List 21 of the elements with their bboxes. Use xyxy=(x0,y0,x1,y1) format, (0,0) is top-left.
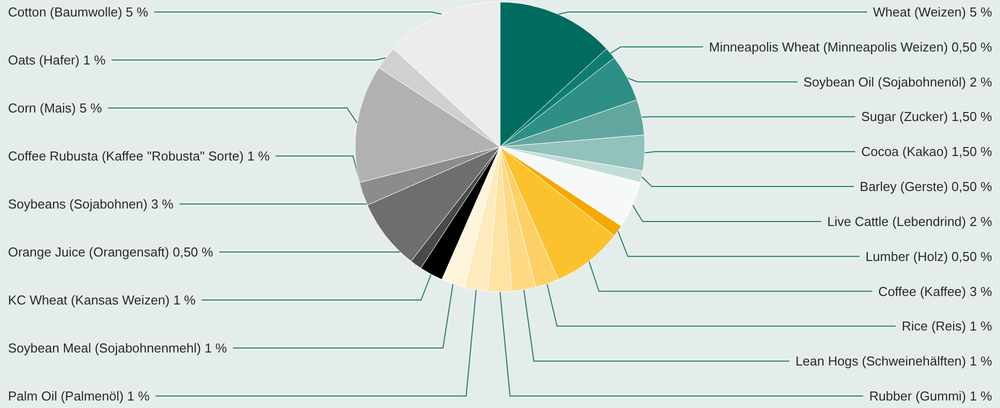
slice-label: Coffee Rubusta (Kaffee "Robusta" Sorte) 1 % xyxy=(8,148,270,164)
slice-label: Palm Oil (Palmenöl) 1 % xyxy=(8,388,150,404)
slice-label: KC Wheat (Kansas Weizen) 1 % xyxy=(8,292,196,308)
slice-label: Soybean Oil (Sojabohnenöl) 2 % xyxy=(803,74,992,90)
slice-label: Oats (Hafer) 1 % xyxy=(8,52,106,68)
slice-label: Sugar (Zucker) 1,50 % xyxy=(861,109,992,124)
slice-label: Barley (Gerste) 0,50 % xyxy=(860,179,992,194)
slice-label: Lumber (Holz) 0,50 % xyxy=(866,248,992,264)
slice-label: Lean Hogs (Schweinehälften) 1 % xyxy=(795,354,992,369)
slice-label: Orange Juice (Orangensaft) 0,50 % xyxy=(8,244,214,260)
slice-label: Rice (Reis) 1 % xyxy=(902,318,992,334)
slice-label: Live Cattle (Lebendrind) 2 % xyxy=(827,214,992,229)
slice-label: Coffee (Kaffee) 3 % xyxy=(878,284,992,299)
slice-label: Cocoa (Kakao) 1,50 % xyxy=(861,144,992,160)
slice-label: Wheat (Weizen) 5 % xyxy=(873,4,992,20)
slice-label: Minneapolis Wheat (Minneapolis Weizen) 0,50 % xyxy=(708,39,992,54)
slice-label: Rubber (Gummi) 1 % xyxy=(869,388,992,404)
slice-label: Corn (Mais) 5 % xyxy=(8,100,102,116)
slice-label: Cotton (Baumwolle) 5 % xyxy=(8,4,149,20)
slice-label: Soybean Meal (Sojabohnenmehl) 1 % xyxy=(8,340,228,356)
slice-label: Soybeans (Sojabohnen) 3 % xyxy=(8,196,174,212)
